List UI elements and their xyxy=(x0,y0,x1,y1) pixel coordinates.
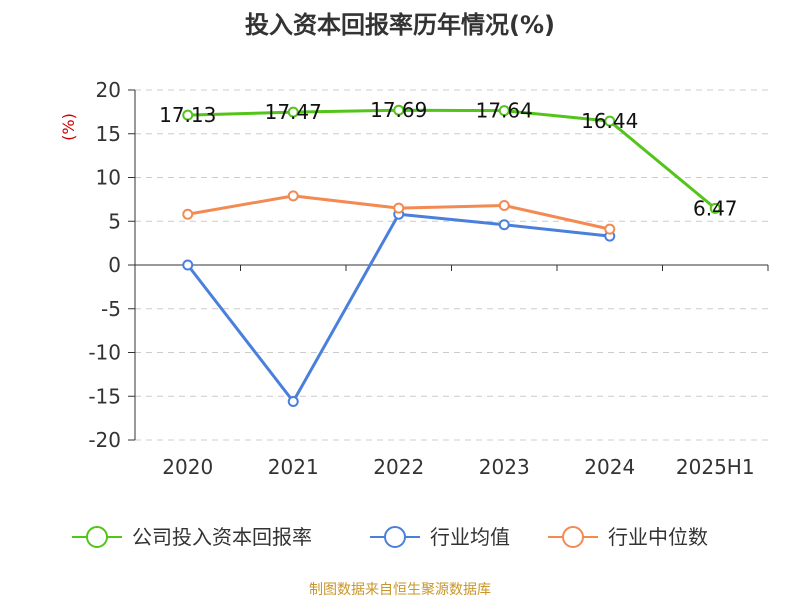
series-point-1 xyxy=(393,104,405,116)
series-point-3 xyxy=(393,202,405,214)
legend-label: 公司投入资本回报率 xyxy=(132,525,312,549)
series-point-1 xyxy=(182,109,194,121)
series-point-2 xyxy=(287,396,299,407)
legend-marker-1 xyxy=(86,526,108,548)
x-tick-label: 2020 xyxy=(162,455,213,479)
series-point-2 xyxy=(182,259,194,271)
series-point-3 xyxy=(498,200,510,211)
series-point-2 xyxy=(498,219,510,231)
y-tick-label: 15 xyxy=(96,122,121,146)
y-tick-label: -15 xyxy=(88,384,121,408)
series-line-1 xyxy=(187,108,717,210)
axes: 20 15 10 5 0 -5 -10 -15 -20 2020 2021 2022 2023 2024 2… xyxy=(88,78,769,479)
series-point-1 xyxy=(604,115,616,127)
x-tick-label: 2022 xyxy=(373,455,424,479)
legend-marker-2 xyxy=(384,526,406,548)
data-label: 16.44 xyxy=(581,109,638,133)
legend: 公司投入资本回报率 行业均值 行业中位数 xyxy=(72,525,708,549)
legend-marker-3 xyxy=(562,526,584,548)
data-label: 17.13 xyxy=(159,103,216,127)
y-tick-label: -5 xyxy=(101,297,121,321)
y-tick-label: -20 xyxy=(88,428,121,452)
chart-title: 投入资本回报率历年情况(%) xyxy=(245,11,555,39)
x-tick-label: 2025H1 xyxy=(676,455,755,479)
legend-label: 行业中位数 xyxy=(608,525,708,549)
source-note: 制图数据来自恒生聚源数据库 xyxy=(309,582,491,598)
x-tick-label: 2024 xyxy=(584,455,635,479)
y-axis-unit-label: (%) xyxy=(59,113,78,141)
series-point-1 xyxy=(709,202,721,214)
data-label: 17.47 xyxy=(265,100,322,124)
x-tick-label: 2023 xyxy=(479,455,530,479)
data-label: 17.64 xyxy=(476,99,533,123)
data-labels: 17.13 17.47 17.69 17.64 16.44 6.47 xyxy=(159,98,737,220)
series-layer xyxy=(182,104,721,407)
y-tick-label: 10 xyxy=(96,166,121,190)
series-point-3 xyxy=(287,190,299,202)
series-point-1 xyxy=(287,106,299,118)
series-point-1 xyxy=(498,105,510,117)
series-line-2 xyxy=(186,212,610,403)
y-tick-label: 0 xyxy=(108,253,121,277)
data-label: 6.47 xyxy=(693,196,738,220)
data-label: 17.69 xyxy=(370,98,427,122)
legend-label: 行业均值 xyxy=(430,525,510,549)
y-tick-label: 5 xyxy=(108,209,121,233)
x-tick-label: 2021 xyxy=(268,455,319,479)
y-tick-label: -10 xyxy=(88,341,121,365)
series-point-3 xyxy=(182,208,194,220)
series-point-3 xyxy=(604,223,616,235)
y-tick-label: 20 xyxy=(96,78,121,102)
